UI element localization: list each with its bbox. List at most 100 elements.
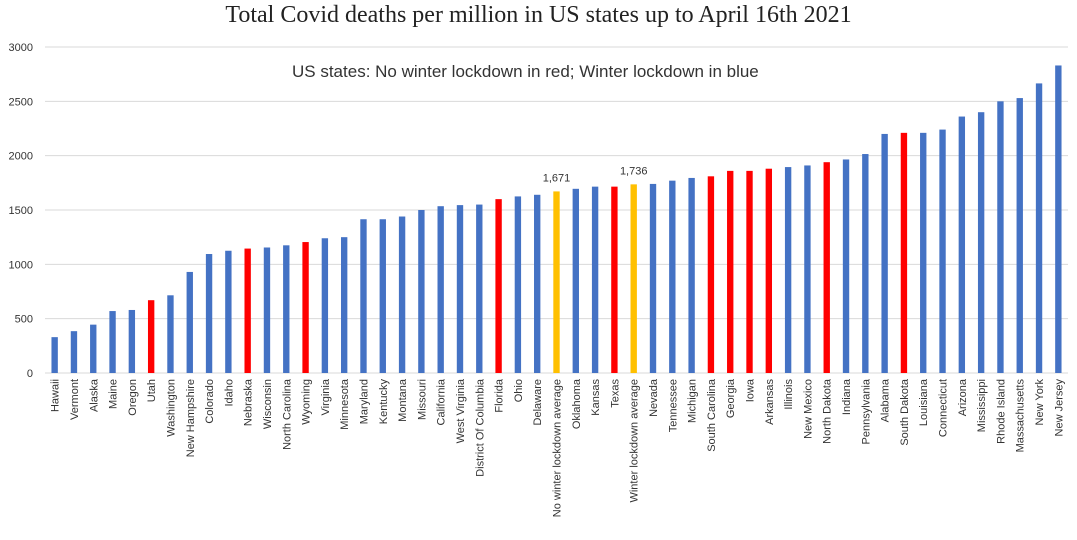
x-tick-label: Connecticut: [938, 379, 950, 437]
bar: [456, 205, 464, 373]
x-tick-label: Wisconsin: [262, 379, 274, 429]
bar: [167, 295, 174, 373]
bar: [128, 309, 136, 373]
bar: [669, 180, 676, 373]
x-tick-label: Tennessee: [667, 379, 679, 432]
x-tick-label: Arizona: [957, 378, 969, 416]
y-tick-label: 2500: [9, 96, 33, 108]
y-tick-label: 500: [15, 314, 33, 326]
x-tick-label: West Virginia: [455, 378, 467, 443]
x-tick-label: Oregon: [127, 379, 139, 416]
bar: [804, 165, 811, 373]
x-tick-label: Michigan: [687, 379, 699, 423]
x-tick-label: Indiana: [841, 378, 853, 415]
bar: [977, 112, 985, 373]
x-tick-label: South Carolina: [706, 378, 718, 452]
x-tick-label: Illinois: [783, 379, 795, 410]
x-tick-label: Louisiana: [918, 378, 930, 426]
x-tick-label: Wyoming: [301, 379, 313, 425]
x-tick-label: Alabama: [880, 378, 892, 422]
bar: [862, 154, 869, 373]
bar: [630, 184, 637, 373]
bar: [514, 196, 522, 373]
bar: [398, 216, 406, 373]
y-tick-label: 3000: [9, 42, 33, 54]
bar: [437, 206, 444, 373]
y-tick-label: 1000: [9, 259, 33, 271]
y-tick-label: 2000: [9, 151, 33, 163]
x-tick-label: Missouri: [416, 379, 428, 420]
bar: [302, 242, 309, 373]
x-tick-label: Kansas: [590, 379, 602, 416]
x-tick-label: Oklahoma: [571, 378, 583, 429]
x-tick-label: Georgia: [725, 378, 737, 418]
bar: [765, 168, 773, 373]
bar: [90, 324, 97, 373]
bar: [688, 177, 695, 373]
x-tick-label: Montana: [397, 378, 409, 422]
bar: [823, 162, 830, 373]
bar: [611, 186, 618, 373]
bar: [109, 311, 116, 373]
x-tick-label: Texas: [609, 379, 621, 408]
x-tick-label: Alaska: [88, 378, 100, 412]
x-tick-label: North Carolina: [281, 378, 293, 450]
bar: [244, 248, 251, 373]
x-tick-label: Mississippi: [976, 379, 988, 432]
bar: [746, 170, 753, 373]
bar: [881, 133, 888, 373]
bar: [495, 199, 502, 373]
x-tick-label: Hawaii: [50, 379, 62, 412]
bar: [842, 159, 850, 373]
bar: [51, 337, 58, 373]
y-tick-label: 0: [27, 368, 33, 380]
bar: [727, 170, 734, 373]
bar: [1055, 65, 1062, 374]
x-tick-label: New Hampshire: [185, 379, 197, 457]
x-tick-label: Utah: [146, 379, 158, 402]
x-tick-label: Ohio: [513, 379, 525, 402]
bar: [534, 194, 541, 373]
bar: [997, 101, 1004, 373]
x-tick-label: New Mexico: [802, 379, 814, 439]
bar: [707, 176, 715, 373]
bar: [1016, 98, 1023, 373]
bar: [321, 238, 329, 373]
chart-annotation: US states: No winter lockdown in red; Wi…: [292, 62, 759, 81]
data-label: 1,671: [543, 172, 571, 184]
y-tick-label: 1500: [9, 205, 33, 217]
x-tick-label: Delaware: [532, 379, 544, 425]
x-tick-label: Virginia: [320, 378, 332, 415]
x-tick-label: Florida: [494, 378, 506, 413]
bar: [263, 247, 271, 373]
x-tick-label: South Dakota: [899, 378, 911, 446]
x-tick-label: Nebraska: [243, 378, 255, 426]
x-tick-label: California: [436, 378, 448, 425]
x-tick-label: Washington: [165, 379, 177, 437]
bar: [572, 188, 579, 373]
x-tick-label: Minnesota: [339, 378, 351, 430]
bars-layer: [51, 65, 1062, 374]
bar: [553, 191, 560, 373]
x-tick-label: Vermont: [69, 379, 81, 420]
x-tick-label: No winter lockdown average: [552, 379, 564, 517]
bar: [784, 167, 792, 373]
bar: [340, 237, 348, 373]
x-tick-label: District Of Columbia: [474, 378, 486, 477]
x-tick-label: Pennsylvania: [860, 378, 872, 444]
x-tick-label: Idaho: [223, 379, 235, 407]
x-tick-label: Nevada: [648, 378, 660, 417]
bar: [939, 129, 946, 373]
x-tick-label: Kentucky: [378, 379, 390, 425]
x-tick-label: New Jersey: [1053, 379, 1065, 437]
bar: [476, 204, 483, 373]
data-label: 1,736: [620, 165, 648, 177]
labels-layer: 0 500 1000 1500 2000 2500 3000 Hawaii Vermont Ala…: [9, 42, 1066, 517]
bar: [958, 116, 966, 374]
bar: [147, 300, 155, 373]
x-tick-label: North Dakota: [822, 378, 834, 444]
bar: [283, 245, 290, 373]
bar: [1035, 83, 1043, 374]
bar: [205, 254, 213, 373]
